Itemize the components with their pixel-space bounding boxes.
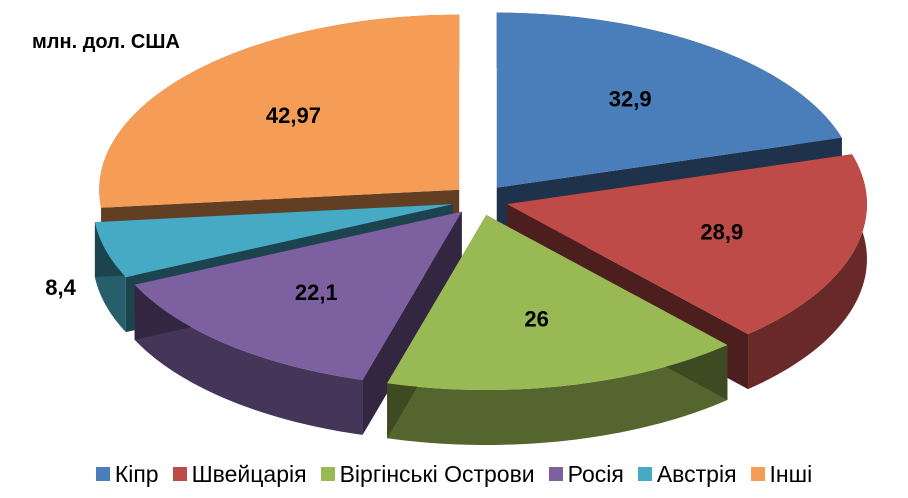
legend-swatch <box>320 467 335 481</box>
slice-side <box>387 344 728 446</box>
legend-swatch <box>172 467 187 481</box>
slice <box>387 215 728 446</box>
slice-top <box>506 154 867 335</box>
legend-swatch <box>750 467 765 481</box>
slice-top <box>387 215 728 391</box>
legend: Кіпр Швейцарія Віргінські Острови Росія Авст… <box>0 450 908 498</box>
legend-swatch <box>637 467 652 481</box>
value-label: 26 <box>524 307 548 332</box>
slice-top <box>134 211 462 380</box>
value-label: 22,1 <box>295 280 338 305</box>
chart-title: млн. дол. США <box>32 31 180 53</box>
chart: млн. дол. США 32,9 28,9 26 22,1 8,4 42,97 <box>32 12 867 446</box>
value-label: 8,4 <box>45 275 76 300</box>
legend-swatch <box>548 467 563 481</box>
slice-top <box>496 12 842 188</box>
slice-top <box>99 14 460 208</box>
legend-label: Інші <box>769 460 813 487</box>
legend-label: Кіпр <box>114 460 159 487</box>
legend-item: Австрія <box>637 460 737 488</box>
slice-side <box>748 154 867 390</box>
legend-label: Швейцарія <box>191 460 307 487</box>
legend-item: Віргінські Острови <box>320 460 535 488</box>
slice-top <box>94 204 453 278</box>
value-label: 28,9 <box>700 219 743 244</box>
legend-item: Росія <box>548 460 624 488</box>
value-label: 32,9 <box>609 86 652 111</box>
legend-label: Віргінські Острови <box>339 460 535 487</box>
value-label: 42,97 <box>266 103 321 128</box>
legend-swatch <box>95 467 110 481</box>
legend-label: Росія <box>567 460 624 487</box>
legend-item: Швейцарія <box>172 460 307 488</box>
legend-item: Інші <box>750 460 813 488</box>
slice-side <box>134 284 363 435</box>
slice <box>134 211 462 435</box>
legend-label: Австрія <box>656 460 737 487</box>
legend-item: Кіпр <box>95 460 159 488</box>
